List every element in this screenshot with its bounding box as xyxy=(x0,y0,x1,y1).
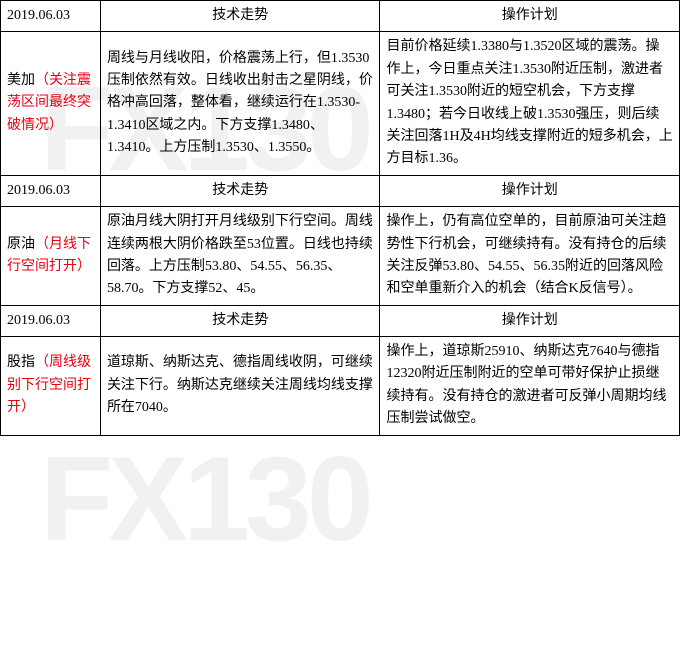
plan-header: 操作计划 xyxy=(380,1,680,32)
tech-header: 技术走势 xyxy=(100,1,380,32)
label-main: 原油 xyxy=(7,237,35,252)
plan-content: 操作上，仍有高位空单的，目前原油可关注趋势性下行机会，可继续持有。没有持仓的后续… xyxy=(380,207,680,306)
tech-header: 技术走势 xyxy=(100,175,380,206)
analysis-table: 2019.06.03 技术走势 操作计划 美加（关注震荡区间最终突破情况） 周线… xyxy=(0,0,680,436)
table-row: 股指（周线级别下行空间打开） 道琼斯、纳斯达克、德指周线收阴，可继续关注下行。纳… xyxy=(1,337,680,436)
plan-header: 操作计划 xyxy=(380,175,680,206)
table-row: 2019.06.03 技术走势 操作计划 xyxy=(1,175,680,206)
date-cell: 2019.06.03 xyxy=(1,305,101,336)
instrument-label: 股指（周线级别下行空间打开） xyxy=(1,337,101,436)
instrument-label: 美加（关注震荡区间最终突破情况） xyxy=(1,32,101,175)
table-row: 2019.06.03 技术走势 操作计划 xyxy=(1,305,680,336)
date-cell: 2019.06.03 xyxy=(1,1,101,32)
table-row: 2019.06.03 技术走势 操作计划 xyxy=(1,1,680,32)
tech-content: 道琼斯、纳斯达克、德指周线收阴，可继续关注下行。纳斯达克继续关注周线均线支撑所在… xyxy=(100,337,380,436)
plan-header: 操作计划 xyxy=(380,305,680,336)
tech-content: 原油月线大阴打开月线级别下行空间。周线连续两根大阴价格跌至53位置。日线也持续回… xyxy=(100,207,380,306)
tech-content: 周线与月线收阳，价格震荡上行，但1.3530压制依然有效。日线收出射击之星阴线，… xyxy=(100,32,380,175)
label-main: 美加 xyxy=(7,73,35,88)
label-main: 股指 xyxy=(7,355,35,370)
watermark-text: FX130 xyxy=(40,430,369,568)
table-row: 美加（关注震荡区间最终突破情况） 周线与月线收阳，价格震荡上行，但1.3530压… xyxy=(1,32,680,175)
plan-content: 操作上，道琼斯25910、纳斯达克7640与德指12320附近压制附近的空单可带… xyxy=(380,337,680,436)
table-row: 原油（月线下行空间打开） 原油月线大阴打开月线级别下行空间。周线连续两根大阴价格… xyxy=(1,207,680,306)
instrument-label: 原油（月线下行空间打开） xyxy=(1,207,101,306)
plan-content: 目前价格延续1.3380与1.3520区域的震荡。操作上，今日重点关注1.353… xyxy=(380,32,680,175)
tech-header: 技术走势 xyxy=(100,305,380,336)
date-cell: 2019.06.03 xyxy=(1,175,101,206)
